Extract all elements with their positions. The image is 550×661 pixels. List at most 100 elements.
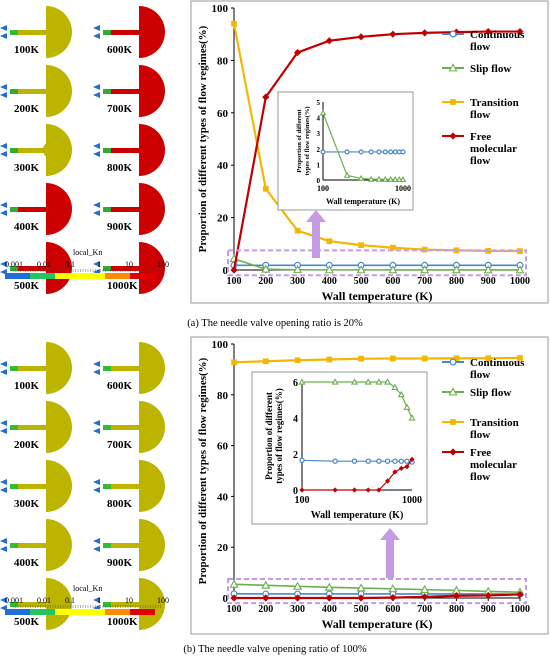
colorbar-tick: 10 bbox=[125, 596, 133, 605]
data-point bbox=[293, 581, 303, 590]
inlet-arrow-icon bbox=[0, 487, 7, 493]
temperature-label: 100K bbox=[14, 44, 40, 56]
inlet-arrow-icon bbox=[0, 202, 7, 208]
legend-label: Transition flow bbox=[470, 417, 519, 441]
data-point bbox=[420, 265, 430, 274]
inlet-arrow-icon bbox=[0, 479, 7, 485]
colorbar-tick: 0.001 bbox=[5, 596, 23, 605]
a-domain-100K: 100K bbox=[0, 6, 72, 58]
jet-plume bbox=[43, 141, 61, 159]
inlet-arrow-icon bbox=[0, 210, 7, 216]
colorbar-title: local_Kn bbox=[73, 248, 102, 257]
series-line bbox=[233, 583, 521, 593]
inlet-arrow-icon bbox=[93, 33, 100, 39]
inset-data-point bbox=[398, 458, 405, 464]
y-tick-label: 100 bbox=[212, 339, 229, 351]
inset-data-point bbox=[384, 478, 391, 484]
inset-data-point bbox=[299, 457, 305, 463]
stem-inlet bbox=[10, 366, 18, 371]
legend-label: Continuous flow bbox=[470, 29, 525, 53]
x-tick-label: 400 bbox=[322, 276, 337, 287]
x-tick-label: 100 bbox=[227, 604, 242, 615]
stem-inlet bbox=[103, 366, 111, 371]
data-point bbox=[358, 355, 364, 362]
stem-inlet bbox=[103, 543, 111, 548]
inset-data-point bbox=[350, 378, 359, 385]
chamber-fan bbox=[46, 401, 72, 453]
inset-series-line bbox=[302, 459, 413, 491]
chamber-fan bbox=[46, 460, 72, 512]
stem-inlet bbox=[10, 207, 18, 212]
b-domain-300K: 300K bbox=[0, 460, 72, 512]
stem-inlet bbox=[10, 30, 18, 35]
chamber-fan bbox=[139, 65, 165, 117]
x-tick-label: 1000 bbox=[510, 276, 530, 287]
inset-series-line bbox=[322, 112, 403, 181]
data-point bbox=[324, 265, 334, 274]
stem-inlet bbox=[103, 602, 111, 607]
b-domain-1000K: 1000K bbox=[93, 578, 165, 630]
data-point bbox=[484, 591, 492, 600]
stem-inlet bbox=[10, 484, 18, 489]
y-tick-label: 40 bbox=[217, 160, 229, 172]
inset-y-tick-label: 2 bbox=[293, 450, 298, 461]
b-domain-900K: 900K bbox=[93, 519, 165, 571]
x-tick-label: 200 bbox=[258, 604, 273, 615]
inset-data-point bbox=[391, 175, 399, 183]
data-point bbox=[262, 594, 270, 602]
needle-stem bbox=[103, 484, 141, 489]
data-point bbox=[231, 20, 237, 27]
data-point bbox=[390, 355, 396, 362]
data-point bbox=[485, 355, 492, 362]
inset-data-point bbox=[399, 175, 407, 183]
x-tick-label: 700 bbox=[417, 604, 432, 615]
a-domain-600K: 600K bbox=[93, 6, 165, 58]
colorbar-tick: 0.01 bbox=[37, 596, 51, 605]
inlet-arrow-icon bbox=[93, 369, 100, 375]
inset-data-point bbox=[382, 149, 388, 155]
inlet-arrow-icon bbox=[0, 33, 7, 39]
inset-series-line bbox=[302, 381, 413, 419]
colorbar-tick: 1 bbox=[97, 260, 101, 269]
legend-item-2: Transition flow bbox=[442, 417, 519, 441]
temperature-label: 200K bbox=[14, 439, 40, 451]
x-tick-label: 800 bbox=[449, 604, 464, 615]
chamber-fan bbox=[139, 242, 165, 294]
data-point bbox=[516, 27, 524, 36]
inlet-arrow-icon bbox=[93, 84, 100, 90]
temperature-label: 300K bbox=[14, 498, 40, 510]
inset-data-point bbox=[376, 149, 382, 155]
y-tick-label: 40 bbox=[217, 491, 229, 503]
chamber-fan bbox=[139, 519, 165, 571]
data-point bbox=[421, 355, 428, 362]
inset-y-tick-label: 0 bbox=[293, 486, 298, 497]
colorbar-segment bbox=[130, 609, 155, 615]
b-domain-600K: 600K bbox=[93, 342, 165, 394]
temperature-label: 400K bbox=[14, 557, 40, 569]
data-point bbox=[388, 265, 398, 274]
inset-data-point bbox=[387, 175, 394, 182]
x-tick-label: 900 bbox=[481, 276, 496, 287]
data-point bbox=[356, 265, 366, 274]
inset-data-point bbox=[344, 149, 350, 155]
y-tick-label: 20 bbox=[217, 213, 229, 225]
stem-inlet bbox=[10, 148, 18, 153]
legend-marker bbox=[450, 99, 456, 105]
chamber-fan bbox=[46, 519, 72, 571]
zoom-arrow-icon bbox=[380, 528, 400, 578]
inset-a: 0 1 2 3 4 5 100 1000 Wall temperature (K) Proport… bbox=[277, 91, 414, 211]
inlet-arrow-icon bbox=[93, 143, 100, 149]
legend-marker bbox=[449, 358, 457, 366]
inlet-arrow-icon bbox=[93, 597, 100, 603]
temperature-label: 1000K bbox=[107, 616, 138, 628]
inset-y-tick-label: 0 bbox=[317, 177, 321, 185]
b-domain-800K: 800K bbox=[93, 460, 165, 512]
chamber-fan bbox=[46, 342, 72, 394]
series-1 bbox=[229, 254, 525, 274]
x-tick-label: 500 bbox=[354, 604, 369, 615]
needle-stem bbox=[103, 30, 141, 35]
colorbar-segment bbox=[55, 609, 80, 615]
colorbar-segment bbox=[5, 609, 30, 615]
legend-item-2: Transition flow bbox=[442, 97, 519, 121]
